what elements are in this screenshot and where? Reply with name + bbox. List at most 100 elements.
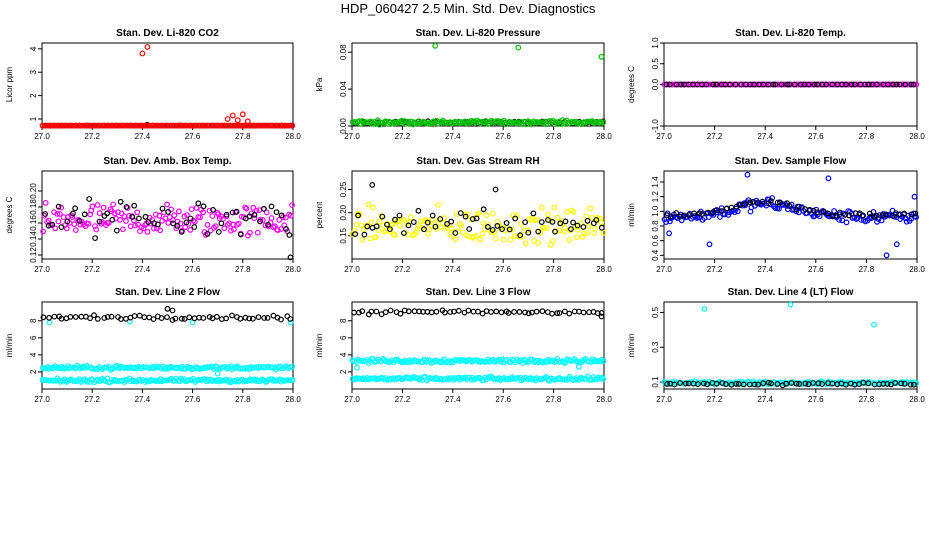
- data-point: [769, 195, 775, 201]
- data-point: [436, 216, 443, 223]
- data-point: [289, 377, 296, 383]
- data-point: [488, 309, 495, 315]
- data-point: [876, 212, 883, 218]
- data-point: [392, 216, 398, 223]
- data-point: [913, 81, 920, 88]
- data-point: [682, 380, 689, 387]
- data-point: [235, 220, 242, 227]
- y-tick-label: 8: [339, 318, 348, 323]
- data-point: [224, 116, 231, 122]
- series-1: [39, 318, 296, 373]
- data-point: [814, 81, 820, 88]
- data-point: [186, 314, 193, 321]
- data-point: [431, 220, 438, 227]
- data-point: [760, 380, 767, 387]
- data-point: [543, 225, 550, 232]
- page-title: HDP_060427 2.5 Min. Std. Dev. Diagnostic…: [340, 1, 596, 16]
- x-tick-label: 28.0: [285, 395, 301, 404]
- x-tick-label: 27.2: [84, 132, 100, 141]
- data-point: [848, 81, 855, 88]
- data-point: [819, 81, 826, 88]
- data-point: [261, 315, 268, 321]
- data-point: [598, 310, 605, 316]
- panel-4: Stan. Dev. Amb. Box Temp. degrees C 27.0 27…: [5, 156, 301, 274]
- data-point: [710, 81, 717, 88]
- data-point: [221, 225, 228, 232]
- data-point: [283, 225, 289, 232]
- y-tick-label: 1.0: [651, 205, 660, 217]
- x-tick-label: 28.0: [596, 395, 612, 404]
- x-tick-label: 27.2: [395, 265, 411, 274]
- data-point: [361, 231, 368, 238]
- data-point: [104, 314, 111, 320]
- data-point: [562, 218, 569, 225]
- data-point: [433, 358, 439, 365]
- x-tick-label: 27.0: [34, 265, 50, 274]
- data-point: [246, 315, 253, 322]
- data-point: [193, 204, 200, 211]
- x-tick-label: 27.4: [757, 265, 773, 274]
- data-point: [677, 81, 684, 88]
- plot-frame: [351, 42, 605, 127]
- data-point: [264, 315, 271, 321]
- data-point: [87, 315, 93, 322]
- data-point: [452, 118, 459, 125]
- data-point: [122, 315, 129, 322]
- data-point: [557, 220, 564, 227]
- series-1: [349, 355, 607, 371]
- data-point: [204, 230, 211, 237]
- data-point: [376, 218, 383, 225]
- data-point: [397, 310, 404, 317]
- data-point: [86, 196, 93, 202]
- data-point: [282, 214, 289, 221]
- data-point: [896, 81, 903, 88]
- data-point: [262, 222, 269, 229]
- panel-title: Stan. Dev. Li-820 Temp.: [735, 28, 846, 39]
- data-point: [452, 230, 459, 236]
- plot-frame: [41, 170, 294, 260]
- data-point: [691, 210, 697, 217]
- data-point: [444, 220, 451, 227]
- data-point: [574, 222, 581, 229]
- x-tick-label: 27.8: [235, 265, 251, 274]
- data-point: [105, 219, 112, 226]
- data-point: [242, 314, 249, 321]
- data-point: [60, 214, 67, 221]
- data-point: [251, 211, 258, 218]
- panel-3: Stan. Dev. Li-820 Temp. degrees C 27.0 27.2…: [627, 28, 925, 141]
- data-point: [111, 210, 118, 217]
- data-point: [584, 118, 590, 125]
- data-point: [289, 122, 296, 129]
- x-tick-label: 27.8: [859, 395, 875, 404]
- series-2: [349, 42, 607, 128]
- data-point: [92, 235, 98, 242]
- data-point: [706, 241, 713, 248]
- data-point: [109, 216, 116, 223]
- data-point: [70, 378, 77, 385]
- data-point: [77, 221, 84, 228]
- data-point: [786, 203, 793, 209]
- data-point: [489, 227, 496, 233]
- data-point: [387, 307, 394, 314]
- data-point: [150, 225, 157, 232]
- x-tick-label: 27.6: [808, 265, 824, 274]
- data-point: [55, 203, 62, 210]
- data-point: [212, 223, 219, 230]
- data-point: [562, 225, 568, 232]
- data-point: [263, 209, 270, 216]
- data-point: [913, 214, 919, 221]
- series-2: [664, 198, 919, 220]
- data-point: [786, 81, 793, 88]
- y-tick-label: 1.0: [651, 37, 660, 49]
- panel-title: Stan. Dev. Line 3 Flow: [426, 287, 531, 298]
- data-point: [410, 219, 417, 226]
- data-point: [387, 226, 393, 233]
- data-point: [908, 81, 914, 88]
- data-point: [666, 230, 672, 237]
- data-point: [465, 307, 472, 314]
- data-point: [276, 216, 283, 223]
- data-point: [74, 122, 80, 129]
- y-axis-label: ml/min: [5, 334, 14, 358]
- data-point: [278, 212, 285, 219]
- data-point: [594, 310, 601, 317]
